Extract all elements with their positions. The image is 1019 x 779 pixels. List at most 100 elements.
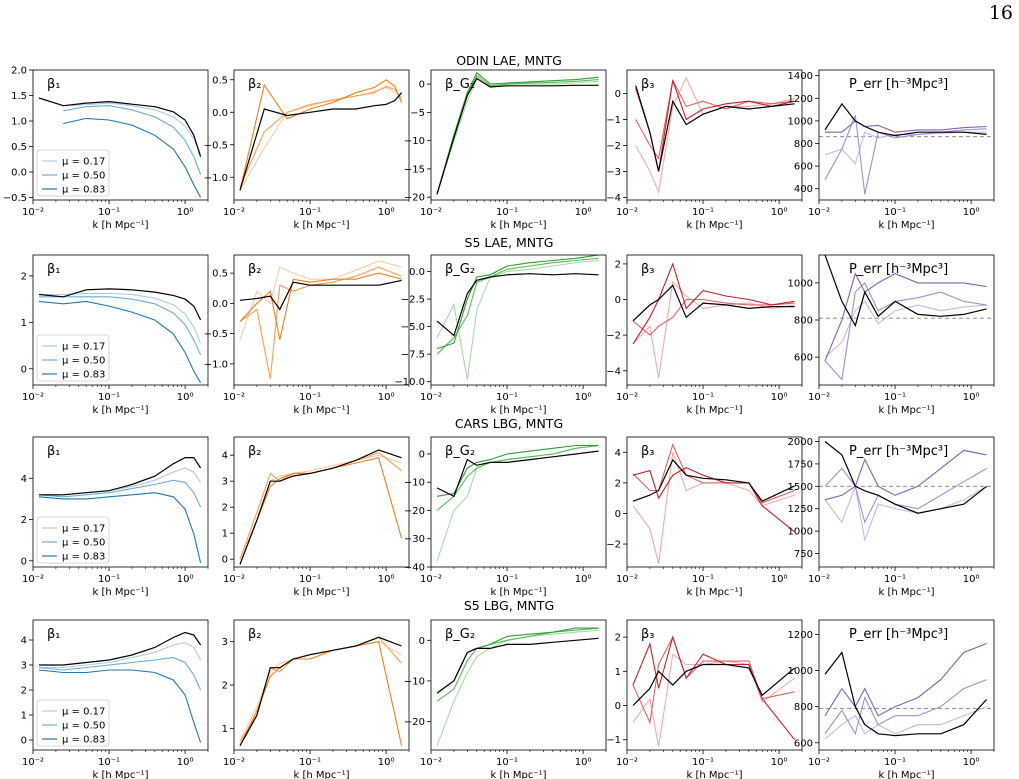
series-line xyxy=(436,627,599,702)
series-line xyxy=(632,262,795,345)
y-tick-label: −10.0 xyxy=(394,377,425,388)
x-tick: 10⁻² xyxy=(420,750,442,768)
y-tick: 3 xyxy=(21,661,33,672)
x-tick-label: 10⁻² xyxy=(223,574,245,585)
x-axis-label: k [h Mpc⁻¹] xyxy=(293,405,349,416)
panel: 10⁻² 10⁻¹ 10⁰ k [h Mpc⁻¹] −0.5 0.0 0.5 1.0 1.5 2.… xyxy=(3,66,209,231)
panel-label: β_G₂ xyxy=(445,262,475,277)
legend-entry: μ = 0.50 xyxy=(62,538,105,549)
y-tick-label: 1400 xyxy=(788,71,813,82)
series-line xyxy=(436,259,599,380)
x-tick: 10⁻¹ xyxy=(299,567,321,585)
series-line xyxy=(824,651,988,737)
axes-frame xyxy=(233,69,410,201)
x-tick: 10⁻² xyxy=(22,567,44,585)
x-tick-label: 10⁻² xyxy=(808,207,830,218)
x-tick-label: 10⁰ xyxy=(177,757,194,768)
y-tick-label: −20 xyxy=(404,506,425,517)
y-tick-label: −3 xyxy=(606,167,621,178)
x-tick: 10⁰ xyxy=(378,200,394,218)
panel-label: β₂ xyxy=(248,77,262,92)
y-tick-label: −5.0 xyxy=(401,322,425,333)
axes-frame xyxy=(818,69,995,201)
series-line xyxy=(436,273,599,337)
y-tick: 0.0 xyxy=(409,267,431,278)
y-tick: 3 xyxy=(222,477,234,488)
panel: 10⁻² 10⁻¹ 10⁰ k [h Mpc⁻¹] −1.0 −0.5 0.0 0.5 β₂ xyxy=(204,254,410,416)
x-tick-label: 10⁻¹ xyxy=(496,392,518,403)
series-line xyxy=(239,85,403,188)
panel-label: β₂ xyxy=(248,627,262,642)
y-tick-label: 0 xyxy=(21,364,27,375)
y-tick-label: 800 xyxy=(794,139,813,150)
y-tick-label: 0.0 xyxy=(11,167,27,178)
y-tick-label: −1.0 xyxy=(204,359,228,370)
y-tick-label: 2 xyxy=(222,681,228,692)
y-tick-label: −20 xyxy=(404,193,425,204)
panel: 10⁻² 10⁻¹ 10⁰ k [h Mpc⁻¹] −2 0 2 4 β₃ xyxy=(606,436,803,598)
axes-frame xyxy=(626,619,803,751)
x-tick-label: 10⁰ xyxy=(575,392,592,403)
series-line xyxy=(38,492,202,564)
x-tick: 10⁻² xyxy=(616,567,638,585)
row-title: S5 LBG, MNTG xyxy=(464,598,554,613)
y-tick: 4 xyxy=(21,474,33,485)
x-tick-label: 10⁻¹ xyxy=(692,392,714,403)
y-tick: −1.0 xyxy=(204,359,234,370)
x-tick-label: 10⁻² xyxy=(616,574,638,585)
axes-frame xyxy=(626,254,803,386)
x-tick: 10⁻² xyxy=(223,567,245,585)
panel: 10⁻² 10⁻¹ 10⁰ k [h Mpc⁻¹] 0 1 2 3 4 β₂ xyxy=(222,436,410,598)
x-tick-label: 10⁻¹ xyxy=(496,757,518,768)
x-tick-label: 10⁻¹ xyxy=(98,207,120,218)
x-tick: 10⁻² xyxy=(616,200,638,218)
x-tick-label: 10⁻² xyxy=(223,392,245,403)
y-tick: 0 xyxy=(21,556,33,567)
x-tick-label: 10⁻² xyxy=(22,757,44,768)
y-tick: −40 xyxy=(404,563,431,574)
y-tick: −1 xyxy=(606,115,627,126)
y-tick: 600 xyxy=(794,162,819,173)
y-tick: 2 xyxy=(21,515,33,526)
x-tick: 10⁻¹ xyxy=(496,750,518,768)
y-tick: −0.5 xyxy=(204,140,234,151)
y-tick: 0 xyxy=(615,509,627,520)
series-line xyxy=(824,467,987,524)
x-tick-label: 10⁻² xyxy=(616,757,638,768)
y-tick-label: 0 xyxy=(615,89,621,100)
series-line xyxy=(824,102,987,137)
panel-label: β₁ xyxy=(47,444,61,459)
series-line xyxy=(436,74,599,195)
y-tick: 1200 xyxy=(788,630,819,641)
y-tick-label: 2 xyxy=(21,271,27,282)
x-tick: 10⁰ xyxy=(177,200,193,218)
row-title: ODIN LAE, MNTG xyxy=(456,53,562,68)
y-tick: 0.0 xyxy=(212,299,234,310)
row-title: S5 LAE, MNTG xyxy=(465,235,554,250)
series-line xyxy=(436,444,599,562)
x-tick-label: 10⁻² xyxy=(616,207,638,218)
x-tick-label: 10⁻² xyxy=(808,757,830,768)
y-tick: 1400 xyxy=(788,71,819,82)
series-line xyxy=(632,280,795,378)
y-tick-label: 750 xyxy=(794,549,813,560)
legend-entry: μ = 0.17 xyxy=(62,157,105,168)
x-tick: 10⁻¹ xyxy=(98,200,120,218)
series-line xyxy=(436,255,599,350)
y-tick-label: 1200 xyxy=(788,94,813,105)
y-tick-label: 0.5 xyxy=(11,142,27,153)
series-line xyxy=(825,120,987,133)
y-tick-label: −7.5 xyxy=(401,350,425,361)
panel: 10⁻² 10⁻¹ 10⁰ k [h Mpc⁻¹] −1 0 1 2 β₃ xyxy=(606,619,803,779)
x-tick-label: 10⁻² xyxy=(808,574,830,585)
y-tick-label: 0 xyxy=(222,555,228,566)
panel: 10⁻² 10⁻¹ 10⁰ k [h Mpc⁻¹] 0 1 2 β₁ μ = 0.17 μ = 0… xyxy=(21,254,209,416)
y-tick: 400 xyxy=(794,184,819,195)
y-tick: −10 xyxy=(404,676,431,687)
panel: 10⁻² 10⁻¹ 10⁰ k [h Mpc⁻¹] 400 600 800 1000 1200 1… xyxy=(788,69,995,231)
series-line xyxy=(824,300,987,358)
y-tick-label: −10 xyxy=(404,478,425,489)
y-tick: −3 xyxy=(606,167,627,178)
y-tick-label: 800 xyxy=(794,702,813,713)
series-line xyxy=(239,457,403,565)
